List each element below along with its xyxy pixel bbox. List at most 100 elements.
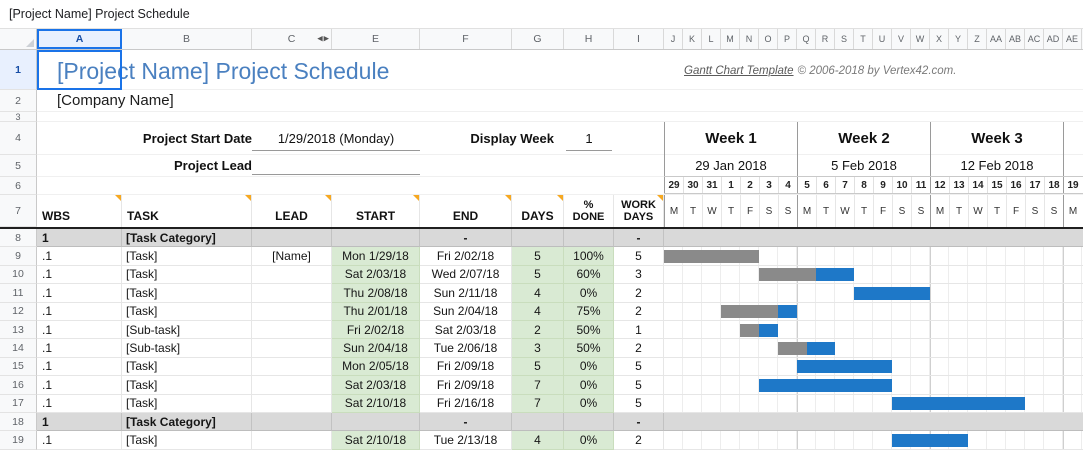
day-letter[interactable]: W [968,195,987,227]
column-header-b[interactable]: B [122,29,252,49]
cell-start[interactable]: Sat 2/03/18 [332,265,420,285]
select-all-corner[interactable] [0,29,37,49]
cell-lead[interactable]: [Name] [252,247,332,266]
column-header-day[interactable]: AA [987,29,1006,49]
cell-end[interactable]: - [420,413,512,432]
cell-days[interactable]: 7 [512,376,564,395]
project-lead-label[interactable]: Project Lead [173,158,252,173]
day-letter[interactable]: F [1006,195,1025,227]
day-number[interactable]: 10 [892,177,911,193]
gantt-area[interactable] [664,229,1083,248]
column-header-day[interactable]: R [816,29,835,49]
day-number[interactable]: 18 [1044,177,1063,193]
cell-lead[interactable] [252,265,332,285]
gantt-area[interactable] [664,284,1083,303]
cell-work-days[interactable]: 5 [614,247,664,266]
column-header-day[interactable]: S [835,29,854,49]
row-header[interactable]: 6 [0,177,37,195]
cell-days[interactable]: 4 [512,431,564,450]
column-header-day[interactable]: P [778,29,797,49]
cell-work-days[interactable]: 2 [614,431,664,450]
cell-work-days[interactable]: 2 [614,284,664,303]
column-header-a[interactable]: A [37,29,122,49]
cell-work-days[interactable]: - [614,413,664,432]
week-label-partial[interactable] [1063,122,1083,155]
cell-work-days[interactable]: 5 [614,376,664,395]
week-date-partial[interactable] [1063,155,1083,176]
column-header-day[interactable]: Z [968,29,987,49]
cell-days[interactable]: 4 [512,284,564,303]
column-header-day[interactable]: M [721,29,740,49]
cell-percent-done[interactable]: 75% [564,302,614,321]
gantt-area[interactable] [664,413,1083,432]
column-header-day[interactable]: K [683,29,702,49]
day-letter[interactable]: T [949,195,968,227]
cell-work-days[interactable]: 3 [614,265,664,285]
cell-start[interactable]: Thu 2/08/18 [332,284,420,303]
day-number[interactable]: 4 [778,177,797,193]
row-header[interactable]: 2 [0,90,37,112]
column-header-f[interactable]: F [420,29,512,49]
row-header[interactable]: 7 [0,195,37,227]
cell-task[interactable]: [Sub-task] [122,321,252,340]
row-header[interactable]: 19 [0,431,37,450]
cell-days[interactable]: 7 [512,394,564,413]
column-header-c[interactable]: C ◀ ▶ [252,29,332,49]
row-header[interactable]: 10 [0,265,37,285]
row-header[interactable]: 5 [0,155,37,177]
cell-wbs[interactable]: .1 [37,247,122,266]
gantt-area[interactable] [664,431,1083,450]
row-header[interactable]: 18 [0,413,37,432]
day-number[interactable]: 9 [873,177,892,193]
cell-work-days[interactable]: 2 [614,339,664,358]
cell-percent-done[interactable]: 100% [564,247,614,266]
cell-end[interactable]: Fri 2/09/18 [420,357,512,377]
row-header[interactable]: 16 [0,376,37,395]
gantt-area[interactable] [664,357,1083,377]
day-number[interactable]: 29 [664,177,683,193]
day-number[interactable]: 8 [854,177,873,193]
cell-work-days[interactable]: - [614,229,664,248]
template-link[interactable]: Gantt Chart Template [684,65,794,77]
column-header-day[interactable]: AD [1044,29,1063,49]
cell-percent-done[interactable]: 50% [564,339,614,358]
day-letter[interactable]: F [873,195,892,227]
day-letter[interactable]: M [664,195,683,227]
project-start-date-field[interactable]: 1/29/2018 (Monday) [252,126,420,151]
day-letter[interactable]: T [854,195,873,227]
day-letter[interactable]: M [1063,195,1082,227]
cell-lead[interactable] [252,394,332,413]
cell-lead[interactable] [252,302,332,321]
cell-task[interactable]: [Task] [122,284,252,303]
cell-percent-done[interactable] [564,413,614,432]
column-header-day[interactable]: X [930,29,949,49]
cell-start[interactable]: Sat 2/10/18 [332,394,420,413]
cell-lead[interactable] [252,357,332,377]
gantt-area[interactable] [664,376,1083,395]
header-percent-done[interactable]: % DONE [564,195,614,227]
day-number[interactable]: 19 [1063,177,1082,193]
row-header[interactable]: 11 [0,284,37,303]
cell-wbs[interactable]: .1 [37,339,122,358]
cell-wbs[interactable]: .1 [37,376,122,395]
cell-lead[interactable] [252,229,332,248]
cell-start[interactable]: Thu 2/01/18 [332,302,420,321]
cell-start[interactable]: Mon 1/29/18 [332,247,420,266]
column-header-day[interactable]: AE [1063,29,1082,49]
gantt-area[interactable] [664,339,1083,358]
week-start-date[interactable]: 5 Feb 2018 [797,155,930,176]
header-lead[interactable]: LEAD [252,195,332,227]
cell-task[interactable]: [Task] [122,357,252,377]
column-header-day[interactable]: Y [949,29,968,49]
cell-days[interactable]: 3 [512,339,564,358]
cell-end[interactable]: Wed 2/07/18 [420,265,512,285]
column-header-day[interactable]: N [740,29,759,49]
display-week-label[interactable]: Display Week [470,131,554,146]
cell-task[interactable]: [Task] [122,247,252,266]
gantt-area[interactable] [664,321,1083,340]
week-label[interactable]: Week 1 [664,122,797,155]
day-letter[interactable]: M [797,195,816,227]
day-letter[interactable]: S [759,195,778,227]
column-header-day[interactable]: W [911,29,930,49]
cell-percent-done[interactable] [564,229,614,248]
